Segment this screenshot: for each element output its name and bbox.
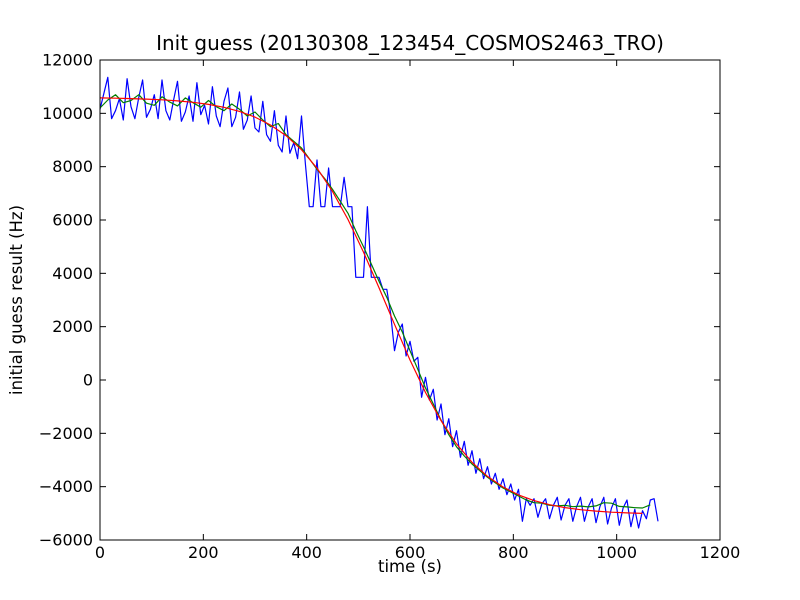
x-tick-label: 800 bbox=[498, 543, 529, 562]
y-tick-label: 12000 bbox=[42, 51, 93, 70]
x-tick-label: 600 bbox=[395, 543, 426, 562]
y-tick-label: 2000 bbox=[52, 317, 93, 336]
y-tick-label: −6000 bbox=[39, 531, 93, 550]
x-axis-label: time (s) bbox=[378, 557, 442, 576]
x-tick-label: 1200 bbox=[700, 543, 741, 562]
y-tick-label: 6000 bbox=[52, 211, 93, 230]
plot-frame bbox=[99, 59, 721, 541]
y-tick-label: −2000 bbox=[39, 424, 93, 443]
y-tick-label: −4000 bbox=[39, 477, 93, 496]
series-line-raw-initial-guess bbox=[99, 76, 659, 529]
x-tick-label: 1000 bbox=[596, 543, 637, 562]
x-tick-label: 200 bbox=[188, 543, 219, 562]
y-axis-label: initial guess result (Hz) bbox=[7, 205, 26, 395]
series-line-smoothed-guess bbox=[99, 94, 651, 509]
y-tick-label: 8000 bbox=[52, 157, 93, 176]
y-tick-label: 10000 bbox=[42, 104, 93, 123]
y-tick-label: 4000 bbox=[52, 264, 93, 283]
x-tick-label: 400 bbox=[291, 543, 322, 562]
chart-title: Init guess (20130308_123454_COSMOS2463_T… bbox=[156, 31, 664, 55]
plot-area: 0 200 400 600 800 1000 1200 12000 10000 8000 6000 4… bbox=[39, 51, 740, 563]
series-line-sigmoid-fit bbox=[99, 97, 643, 514]
y-tick-label: 0 bbox=[83, 371, 93, 390]
x-tick-label: 0 bbox=[95, 543, 105, 562]
